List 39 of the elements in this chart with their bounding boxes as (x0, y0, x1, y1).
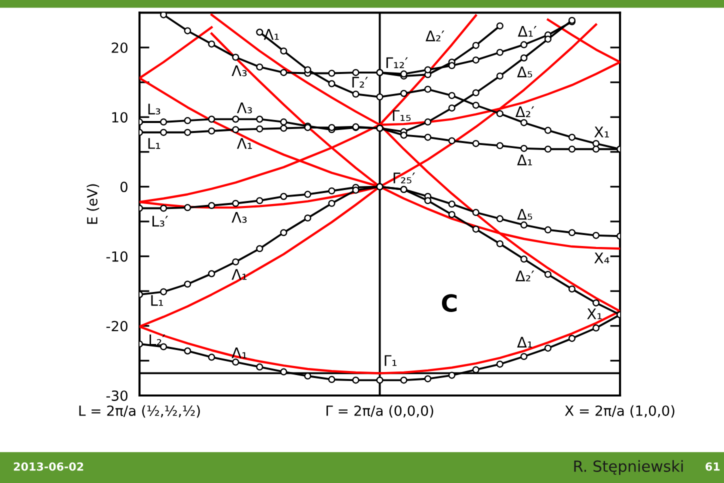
annotation: X₁ (594, 126, 609, 138)
annotation: Λ₃ (232, 212, 247, 223)
annotation: Δ₁ (517, 154, 532, 166)
annotation: Λ₁ (236, 138, 252, 149)
x-tick-label: X = 2π/a (1,0,0) (564, 405, 674, 418)
annotation: Δ₂′ (426, 30, 444, 42)
y-tick-label: 20 (112, 42, 128, 53)
annotation: X₄ (594, 252, 610, 264)
text: R. Stępniewski (574, 460, 683, 475)
annotation: L₁ (151, 295, 163, 306)
y-tick-label: -30 (106, 390, 128, 401)
y-tick-label: -10 (106, 251, 128, 262)
y-tick-label: -20 (106, 320, 128, 332)
annotation: Δ₅ (517, 66, 532, 78)
annotation: L₃ (148, 104, 160, 114)
annotation: Γ₁₅ (392, 110, 411, 122)
annotation: Λ₃ (236, 102, 252, 114)
text: 2013-06-02 (14, 462, 84, 471)
annotation: Δ₁′ (518, 26, 537, 37)
x-tick-label: Γ = 2π/a (0,0,0) (326, 405, 434, 418)
x-tick-label: L = 2π/a (½,½,½) (79, 405, 200, 418)
y-axis-title: E (eV) (86, 184, 100, 224)
text: 61 (706, 462, 720, 471)
y-tick-label: 0 (120, 182, 128, 192)
annotation: Δ₂′ (515, 106, 534, 118)
annotation: L₃′ (152, 216, 168, 227)
annotation: Λ₃ (232, 65, 247, 76)
annotation: L₁ (148, 138, 160, 149)
annotation: Γ₂′ (352, 76, 368, 88)
text: C (442, 294, 457, 312)
annotation: Δ₅ (517, 208, 532, 220)
annotation: Λ₁ (232, 348, 247, 358)
annotation: Δ₁ (517, 336, 532, 348)
annotation: Λ₁ (232, 269, 247, 280)
y-tick-label: 10 (112, 112, 128, 123)
annotation: Γ₁₂′ (386, 57, 408, 68)
annotation: X₁ (587, 308, 602, 320)
annotation: Δ₂′ (515, 270, 534, 282)
annotation: Γ₁ (384, 355, 397, 366)
